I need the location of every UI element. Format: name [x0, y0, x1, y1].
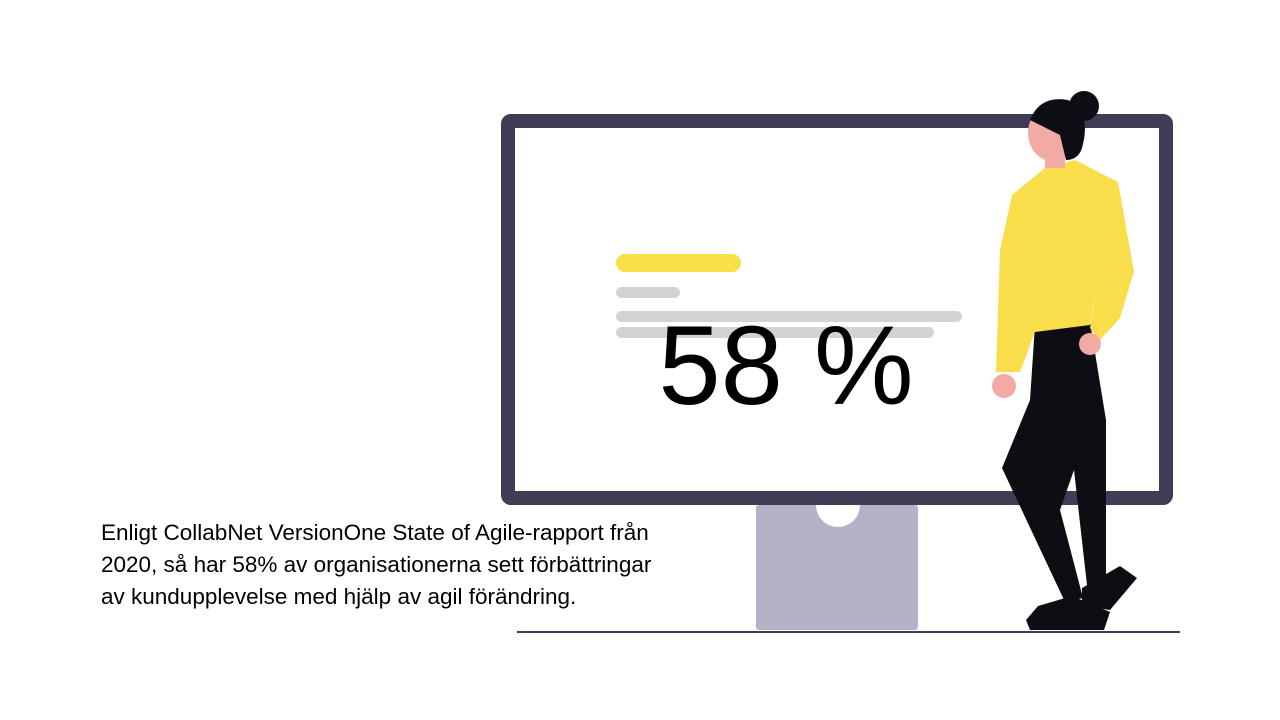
stat: 58 %: [658, 303, 913, 428]
monitor: [501, 114, 1173, 505]
caption-line: av kundupplevelse med hjälp av agil förä…: [101, 584, 576, 609]
monitor-stand: [756, 505, 918, 630]
screen-line: [616, 311, 962, 322]
caption-line: Enligt CollabNet VersionOne State of Agi…: [101, 520, 649, 545]
caption-line: 2020, så har 58% av organisationerna set…: [101, 552, 652, 577]
screen-line: [616, 287, 680, 298]
person: [992, 91, 1137, 630]
screen-line: [616, 327, 934, 338]
screen-bar: [616, 254, 741, 272]
stand-notch: [816, 505, 860, 527]
